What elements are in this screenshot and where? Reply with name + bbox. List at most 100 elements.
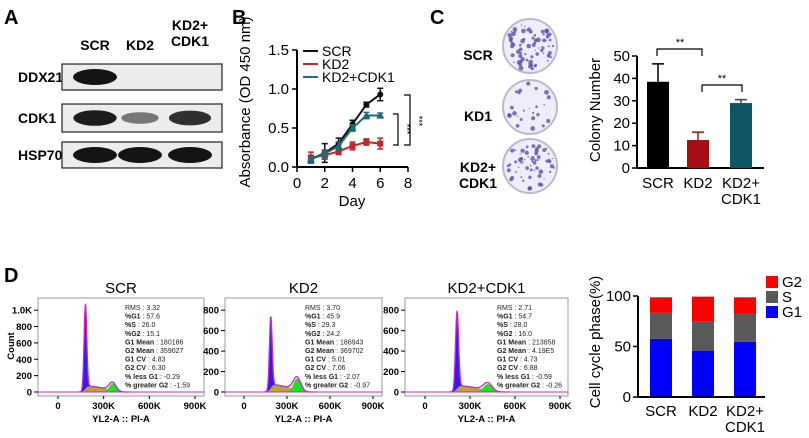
- colony: [539, 183, 544, 187]
- colony: [534, 86, 538, 91]
- error-bar: [692, 131, 704, 140]
- stat-line: G2 Mean : 359027: [125, 348, 183, 355]
- data-point: [376, 111, 385, 119]
- y-tick-label: 600: [383, 326, 399, 337]
- colony: [517, 166, 520, 169]
- data-point: [320, 149, 329, 157]
- stat-separator: :: [513, 331, 519, 338]
- colony: [508, 163, 512, 166]
- x-tick-label: KD2+: [726, 403, 764, 420]
- blot-band: [118, 147, 162, 163]
- colony: [514, 149, 517, 152]
- lane-label: KD2: [126, 37, 154, 53]
- bar-segment-G2: [650, 297, 672, 313]
- colony: [526, 43, 531, 49]
- error-bar: [735, 98, 747, 104]
- data-point: [334, 141, 343, 149]
- colony: [543, 178, 545, 180]
- stat-label: G1 Mean: [125, 339, 154, 346]
- stat-value: 45.9: [326, 314, 340, 321]
- x-tick-label: 8: [404, 175, 412, 192]
- y-tick-label: 0.0: [268, 159, 289, 176]
- colony: [535, 166, 539, 170]
- colony: [530, 55, 534, 59]
- stat-line: G2 CV : 7.06: [305, 365, 346, 372]
- y-tick-label: 50: [614, 339, 631, 356]
- stat-label: % less G1: [125, 374, 158, 381]
- bar-segment-G1: [650, 338, 672, 397]
- colony: [510, 37, 513, 40]
- panel-label-b: B: [232, 7, 246, 29]
- stat-separator: :: [146, 357, 152, 364]
- colony: [519, 156, 524, 161]
- colony: [528, 107, 531, 110]
- colony: [512, 111, 517, 116]
- colony: [551, 157, 553, 160]
- x-tick-label: 600K: [319, 401, 342, 412]
- stat-value: -1.59: [174, 382, 190, 389]
- histogram-2: KD2+CDK1 0 200 400 600 800 0 300K 600K 900K YL2-A …: [383, 280, 571, 425]
- colony: [538, 169, 544, 175]
- colony-plates: SCR KD1 KD2+CDK1: [459, 18, 558, 194]
- stat-label: %G1: [305, 314, 321, 321]
- colony: [531, 43, 536, 47]
- colony: [534, 148, 539, 154]
- colony: [530, 156, 535, 161]
- data-point: [377, 91, 384, 98]
- stat-separator: :: [136, 322, 142, 329]
- stat-label: G1 Mean: [305, 339, 334, 346]
- stat-label: G2 Mean: [497, 348, 526, 355]
- plot-frame: [224, 297, 383, 397]
- stat-separator: :: [526, 339, 532, 346]
- colony: [545, 34, 550, 39]
- x-tick-label: 600K: [504, 401, 527, 412]
- colony: [531, 144, 536, 149]
- colony: [537, 47, 540, 49]
- stat-label: %G2: [497, 331, 513, 338]
- bar-segment-S: [734, 313, 756, 342]
- y-tick-label: 1.5: [268, 42, 289, 59]
- legend-label: G2: [782, 274, 802, 291]
- stat-value: 15.1: [146, 331, 160, 338]
- colony: [516, 115, 519, 118]
- g1-peak: [449, 310, 510, 392]
- y-tick-label: 800: [383, 306, 399, 317]
- stat-line: G1 CV : 4.73: [497, 357, 538, 364]
- colony: [510, 53, 515, 58]
- x-tick-label: 0: [293, 175, 301, 192]
- colony: [552, 166, 555, 169]
- stat-value: 180186: [160, 339, 183, 346]
- stat-line: %G2 : 15.1: [125, 331, 160, 338]
- stat-line: %G1 : 54.7: [497, 314, 532, 321]
- stat-value: 2.71: [518, 305, 532, 312]
- stat-line: G2 Mean : 369702: [305, 348, 363, 355]
- colony: [541, 46, 545, 50]
- colony: [542, 52, 545, 55]
- colony: [549, 170, 552, 173]
- blot-band: [121, 112, 159, 124]
- stat-label: %G2: [305, 331, 321, 338]
- colony: [510, 30, 513, 33]
- y-tick-label: 40: [613, 70, 630, 87]
- colony: [525, 145, 529, 149]
- colony: [551, 44, 555, 48]
- s-phase-area: [78, 386, 130, 392]
- colony: [518, 47, 523, 52]
- significance-bracket: [404, 94, 411, 146]
- blot-band: [73, 110, 117, 126]
- colony: [544, 28, 549, 34]
- colony: [520, 38, 525, 44]
- stat-separator: :: [321, 331, 327, 338]
- x-axis-label: YL2-A :: PI-A: [92, 414, 150, 425]
- colony: [542, 38, 546, 43]
- stat-value: 24.2: [326, 331, 340, 338]
- stat-separator: :: [530, 374, 536, 381]
- colony: [542, 33, 545, 36]
- stat-line: % less G1 : -0.29: [125, 374, 180, 381]
- colony: [531, 116, 536, 121]
- stat-label: RMS: [497, 305, 513, 312]
- data-point: [335, 148, 342, 155]
- colony: [536, 112, 540, 117]
- colony: [523, 158, 526, 161]
